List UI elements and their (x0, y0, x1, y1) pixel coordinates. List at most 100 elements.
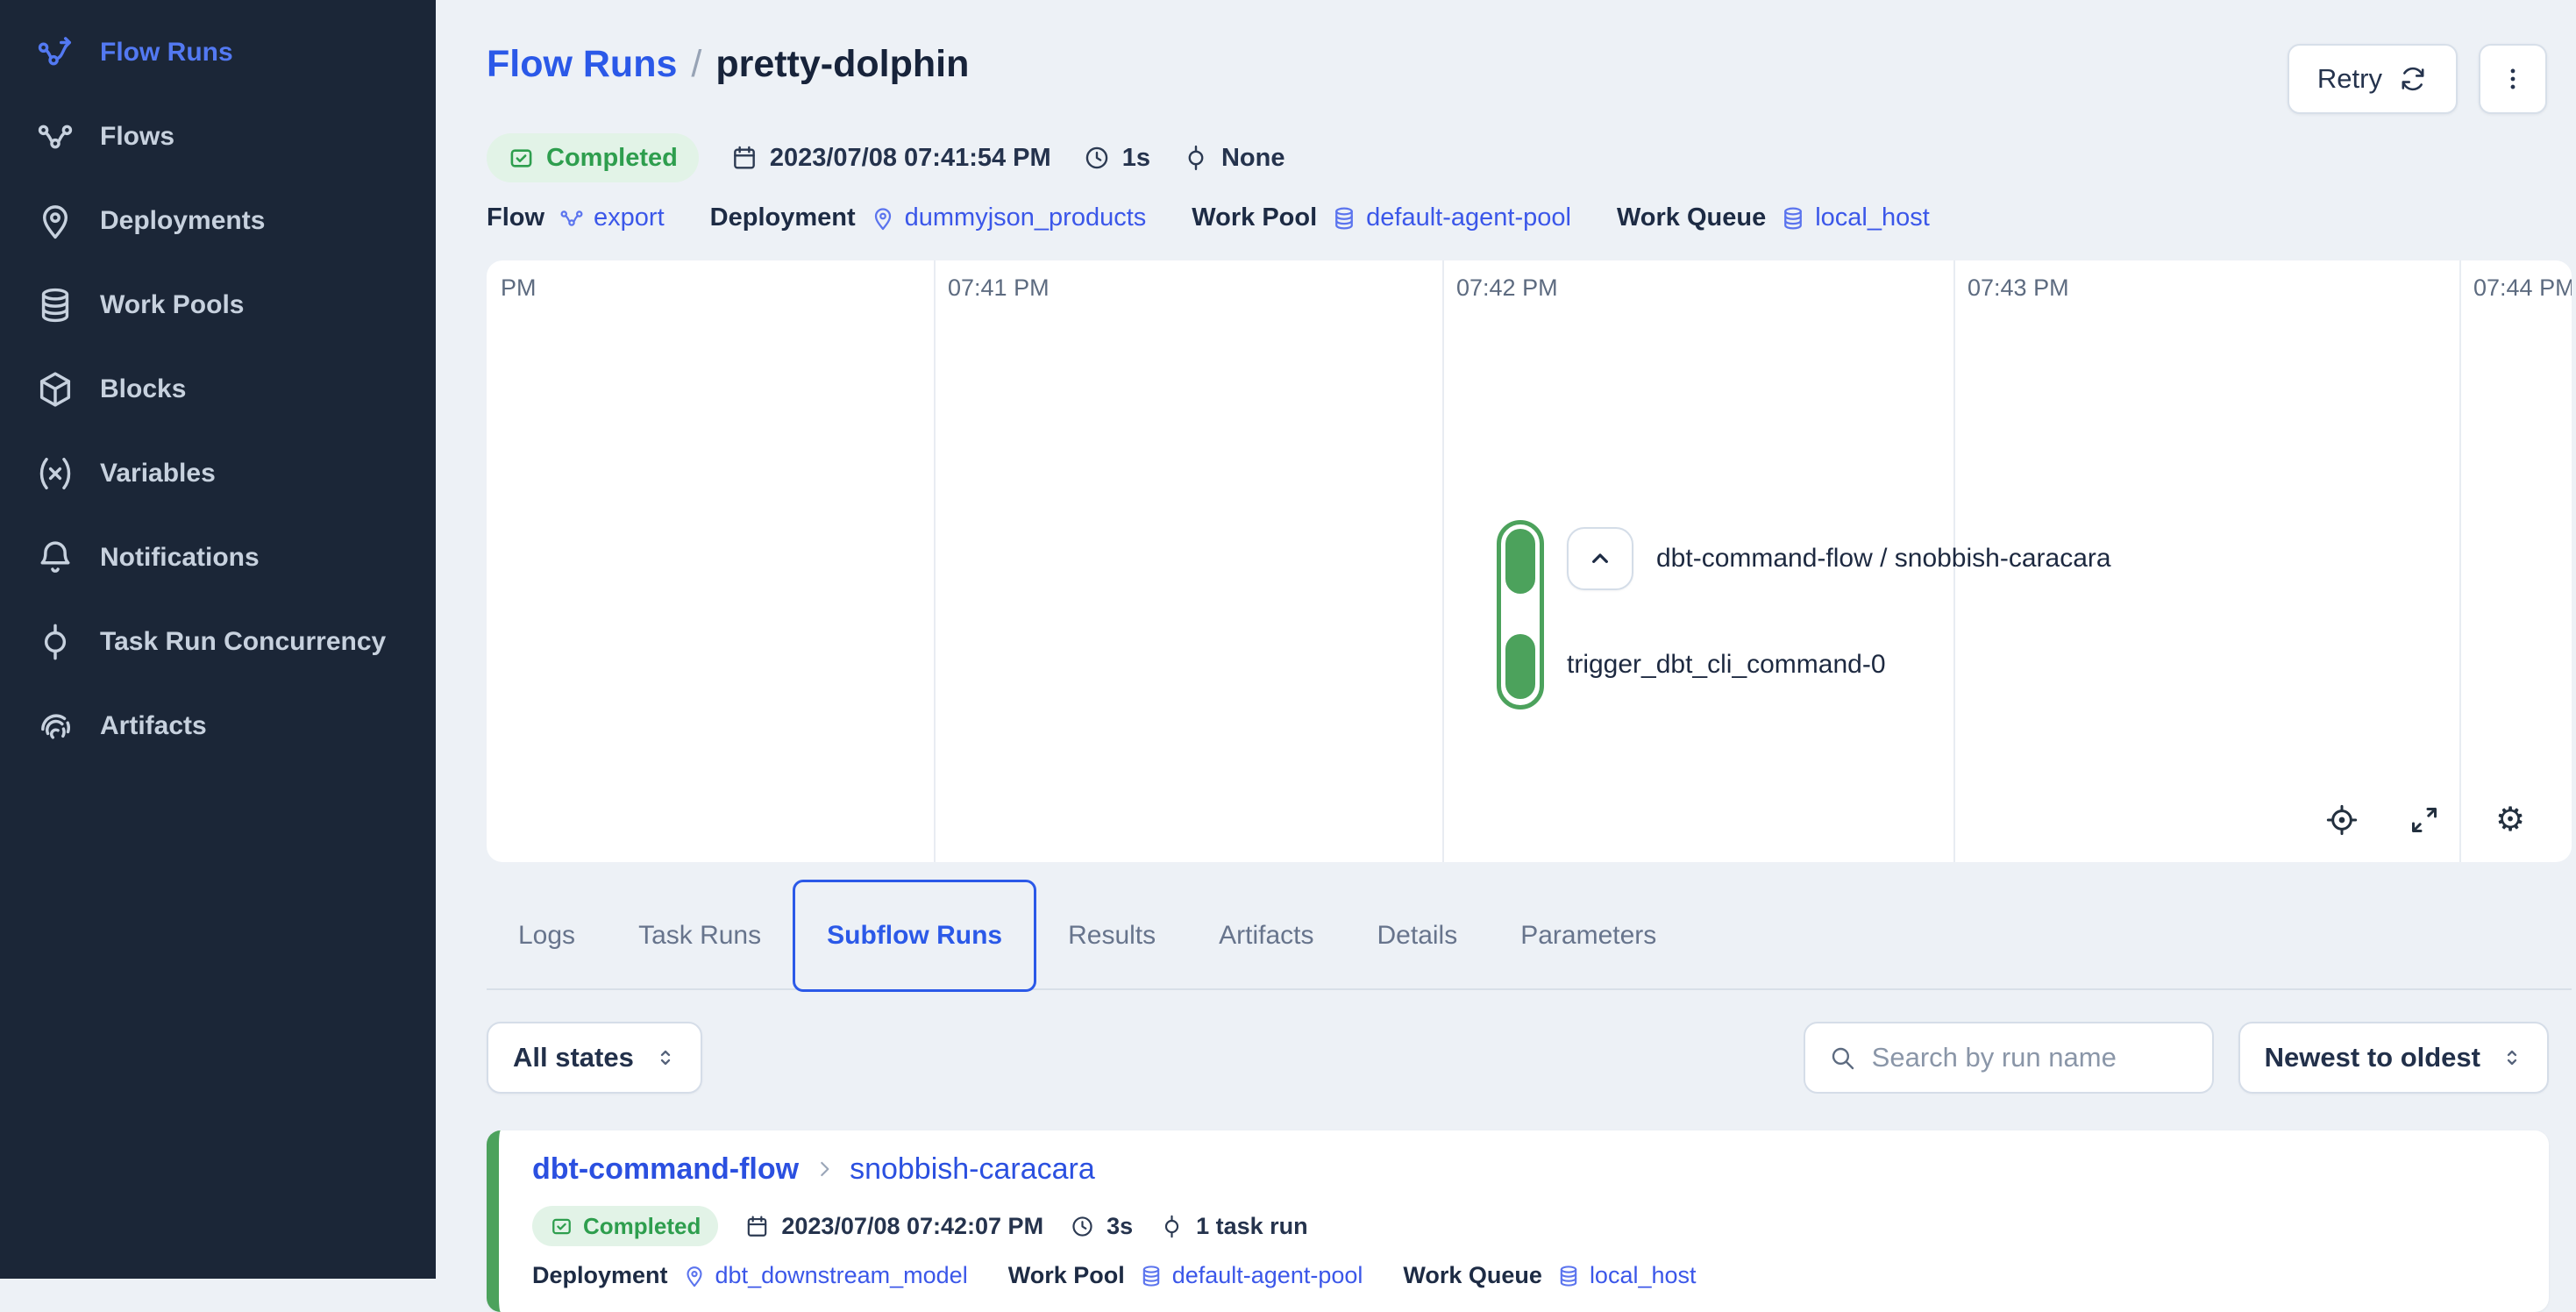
chart-settings-button[interactable]: ⚙ (2493, 802, 2528, 838)
more-options-button[interactable] (2479, 44, 2547, 114)
sidebar-item-label: Task Run Concurrency (100, 627, 387, 656)
tab-subflow-runs[interactable]: Subflow Runs (793, 880, 1037, 992)
database-icon (1784, 206, 1803, 229)
state-filter-value: All states (513, 1042, 634, 1073)
meta-deployment: Deployment dbt_downstream_model (532, 1262, 968, 1289)
calendar-icon (748, 1216, 767, 1237)
status-badge-label: Completed (583, 1212, 701, 1239)
sidebar-item-variables[interactable]: Variables (0, 431, 436, 516)
status-badge-label: Completed (546, 143, 678, 172)
subflow-filter-row: All states Newest to oldest (487, 1022, 2549, 1094)
subflow-run-group-outline[interactable] (1497, 520, 1544, 709)
notifications-icon (35, 538, 75, 578)
tabs-divider (487, 988, 2572, 990)
clock-icon (1085, 146, 1107, 169)
sidebar-item-label: Notifications (100, 543, 260, 572)
task-run-bar[interactable] (1505, 634, 1535, 699)
meta-flow: Flow export (487, 203, 665, 232)
run-duration-value: 1s (1121, 143, 1150, 172)
page-title-run-name: pretty-dolphin (715, 43, 970, 85)
breadcrumb-flow-runs-link[interactable]: Flow Runs (487, 43, 678, 85)
sort-select[interactable]: Newest to oldest (2238, 1022, 2549, 1094)
artifacts-icon (35, 706, 75, 746)
page-header: Flow Runs / pretty-dolphin Retry (487, 40, 2547, 114)
gridline (1442, 260, 1444, 862)
gear-icon: ⚙ (2494, 802, 2526, 838)
work-queue-link[interactable]: local_host (1780, 203, 1930, 232)
flows-icon (35, 117, 75, 157)
sidebar-item-label: Flows (100, 122, 175, 151)
meta-deployment-label: Deployment (709, 203, 856, 232)
tab-logs[interactable]: Logs (518, 921, 576, 950)
tab-details[interactable]: Details (1377, 921, 1458, 950)
state-filter-select[interactable]: All states (487, 1022, 702, 1094)
sidebar-item-flow-runs[interactable]: Flow Runs (0, 11, 436, 95)
select-chevrons-icon (660, 1050, 670, 1066)
deployment-link[interactable]: dummyjson_products (870, 203, 1146, 232)
subflow-status-row: Completed 2023/07/08 07:42:07 PM 3s 1 ta… (532, 1206, 2514, 1246)
sidebar-item-label: Work Pools (100, 290, 245, 319)
collapse-subflow-button[interactable] (1567, 527, 1633, 590)
sidebar-item-blocks[interactable]: Blocks (0, 347, 436, 431)
flows-icon (560, 210, 583, 226)
tab-parameters[interactable]: Parameters (1520, 921, 1657, 950)
tab-task-runs[interactable]: Task Runs (638, 921, 762, 950)
time-tick: 07:42 PM (1456, 275, 1558, 301)
sidebar-item-deployments[interactable]: Deployments (0, 179, 436, 263)
deployment-link[interactable]: dbt_downstream_model (682, 1262, 968, 1289)
subflow-task-run-count: 1 task run (1159, 1213, 1308, 1240)
sidebar: Flow Runs Flows Deployments Work Pools B… (0, 0, 436, 1279)
retry-button[interactable]: Retry (2287, 44, 2458, 114)
gridline (934, 260, 936, 862)
time-tick: 07:43 PM (1968, 275, 2069, 301)
chevron-right-icon (821, 1161, 829, 1177)
run-duration: 1s (1083, 144, 1150, 173)
meta-work-pool-label: Work Pool (1007, 1262, 1125, 1288)
concurrency-icon (1164, 1215, 1179, 1237)
select-chevrons-icon (2507, 1050, 2517, 1066)
search-input[interactable] (1871, 1042, 2189, 1073)
retry-button-label: Retry (2316, 63, 2382, 94)
work-pool-link[interactable]: default-agent-pool (1331, 203, 1571, 232)
sidebar-item-flows[interactable]: Flows (0, 95, 436, 179)
sidebar-item-label: Variables (100, 459, 216, 488)
subflow-flow-name-link[interactable]: dbt-command-flow (532, 1152, 800, 1186)
work-pool-link[interactable]: default-agent-pool (1139, 1262, 1363, 1289)
tab-artifacts[interactable]: Artifacts (1219, 921, 1314, 950)
flow-link[interactable]: export (559, 203, 665, 232)
kebab-menu-icon (2510, 68, 2516, 89)
flow-link-label: export (594, 203, 665, 232)
recenter-button[interactable] (2324, 802, 2359, 838)
run-status-row: Completed 2023/07/08 07:41:54 PM 1s None (487, 133, 2576, 182)
completed-check-icon (552, 1218, 571, 1234)
sidebar-item-task-run-concurrency[interactable]: Task Run Concurrency (0, 600, 436, 684)
variables-icon (35, 453, 75, 494)
crosshair-icon (2326, 804, 2358, 836)
subflow-run-name-link[interactable]: snobbish-caracara (850, 1152, 1095, 1186)
breadcrumb-separator: / (691, 43, 702, 85)
meta-work-queue-label: Work Queue (1403, 1262, 1542, 1288)
meta-flow-label: Flow (487, 203, 545, 232)
sidebar-item-notifications[interactable]: Notifications (0, 516, 436, 600)
timeline-chart: PM 07:41 PM 07:42 PM 07:43 PM 07:44 PM d… (487, 260, 2572, 862)
deployments-icon (35, 201, 75, 241)
sidebar-item-work-pools[interactable]: Work Pools (0, 263, 436, 347)
time-tick: PM (501, 275, 537, 301)
deployment-pin-icon (687, 1266, 702, 1287)
sidebar-item-artifacts[interactable]: Artifacts (0, 684, 436, 768)
gridline (2459, 260, 2461, 862)
subflow-task-run-count-value: 1 task run (1196, 1212, 1308, 1239)
calendar-icon (733, 146, 755, 169)
subflow-timestamp: 2023/07/08 07:42:07 PM (744, 1213, 1043, 1240)
work-queue-link[interactable]: local_host (1556, 1262, 1697, 1289)
status-badge: Completed (487, 133, 699, 182)
subflow-run-bar[interactable] (1505, 529, 1535, 594)
refresh-icon (2402, 67, 2424, 91)
fullscreen-button[interactable] (2407, 802, 2442, 838)
database-icon (1142, 1265, 1159, 1287)
gridline (1953, 260, 1955, 862)
meta-deployment: Deployment dummyjson_products (710, 203, 1147, 232)
sidebar-nav: Flow Runs Flows Deployments Work Pools B… (0, 11, 436, 768)
tab-results[interactable]: Results (1068, 921, 1156, 950)
sort-select-value: Newest to oldest (2264, 1042, 2480, 1073)
